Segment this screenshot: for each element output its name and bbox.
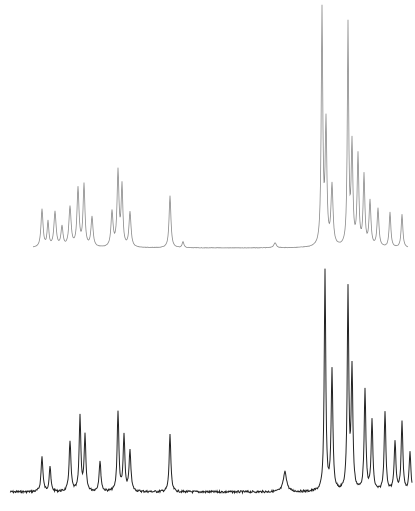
spectra-figure <box>0 0 415 511</box>
page: (() => { // Layout only: the figure prin… <box>0 0 415 511</box>
spectrum-trace <box>10 269 412 493</box>
spectrum-trace <box>33 5 408 248</box>
